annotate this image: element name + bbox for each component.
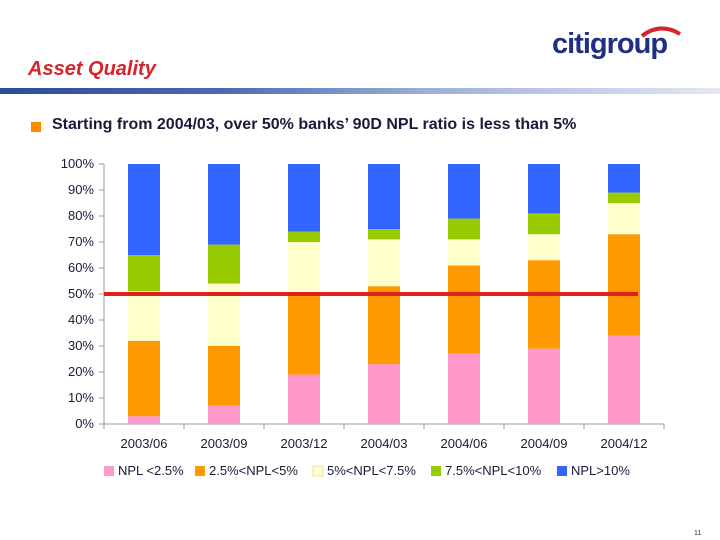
citigroup-logo-mark [640,26,682,38]
bar-segment-4 [528,213,560,235]
x-tick-label: 2004/09 [521,436,568,451]
legend-label: NPL>10% [571,463,630,478]
legend: NPL <2.5% 2.5%<NPL<5% 5%<NPL<7.5% 7.5%<NPL<… [104,463,630,478]
bar-segment-1 [528,348,560,424]
logo-arc [640,26,682,38]
bar-segment-4 [368,229,400,240]
y-tick-label: 100% [61,156,95,171]
bullet-text: Starting from 2004/03, over 50% banks’ 9… [52,116,577,133]
bullet-icon [31,122,41,132]
bar-segment-1 [368,364,400,424]
x-axis: 2003/06 2003/09 2003/12 2004/03 2004/06 2004/… [103,423,665,451]
bar-segment-2 [208,346,240,406]
x-tick-label: 2003/06 [121,436,168,451]
bar-segment-4 [128,255,160,292]
bar-segment-5 [128,164,160,255]
bar-segment-1 [128,416,160,424]
bar-segment-5 [608,164,640,193]
y-tick-label: 10% [68,390,94,405]
bars [128,164,640,424]
bar-segment-3 [288,242,320,294]
bar-segment-5 [448,164,480,219]
y-tick-label: 20% [68,364,94,379]
title-rule [0,88,720,94]
legend-label: 7.5%<NPL<10% [445,463,542,478]
bar-segment-2 [128,340,160,417]
x-tick-label: 2004/06 [441,436,488,451]
bar-segment-2 [448,265,480,354]
bar-segment-4 [208,244,240,284]
bar-segment-3 [528,234,560,261]
bar-segment-1 [448,353,480,424]
legend-swatch [195,466,205,476]
bar-segment-1 [208,405,240,424]
bar-segment-3 [128,291,160,341]
bar-segment-3 [448,239,480,266]
y-tick-label: 50% [68,286,94,301]
y-tick-label: 40% [68,312,94,327]
x-tick-label: 2004/03 [361,436,408,451]
bar-segment-2 [368,286,400,365]
bar-segment-4 [448,218,480,240]
bar-segment-5 [208,164,240,245]
logo-text: citigroup [552,28,668,60]
legend-label: NPL <2.5% [118,463,184,478]
bar-segment-1 [288,374,320,424]
bar-segment-4 [288,231,320,242]
x-tick-label: 2003/09 [201,436,248,451]
page-number: 11 [694,530,702,537]
legend-swatch [104,466,114,476]
legend-swatch [557,466,567,476]
bar-segment-2 [288,294,320,375]
y-tick-label: 60% [68,260,94,275]
legend-label: 5%<NPL<7.5% [327,463,416,478]
y-tick-label: 30% [68,338,94,353]
bar-segment-5 [368,164,400,229]
x-tick-label: 2004/12 [601,436,648,451]
legend-swatch [312,465,324,477]
bar-segment-3 [368,239,400,287]
y-tick-label: 0% [75,416,94,431]
y-tick-label: 70% [68,234,94,249]
y-tick-label: 80% [68,208,94,223]
citigroup-logo: citigroup [552,24,692,64]
bar-segment-5 [528,164,560,214]
legend-swatch [431,466,441,476]
bar-segment-1 [608,335,640,424]
bar-segment-4 [608,192,640,203]
legend-label: 2.5%<NPL<5% [209,463,298,478]
x-tick-label: 2003/12 [281,436,328,451]
y-axis: 0% 10% 20% 30% 40% 50% 60% 70% 80% 90% 100% [61,156,105,431]
y-tick-label: 90% [68,182,94,197]
bar-segment-2 [608,234,640,336]
bar-segment-5 [288,164,320,232]
bar-segment-3 [608,203,640,235]
slide-title: Asset Quality [28,58,156,80]
bar-segment-2 [528,260,560,349]
